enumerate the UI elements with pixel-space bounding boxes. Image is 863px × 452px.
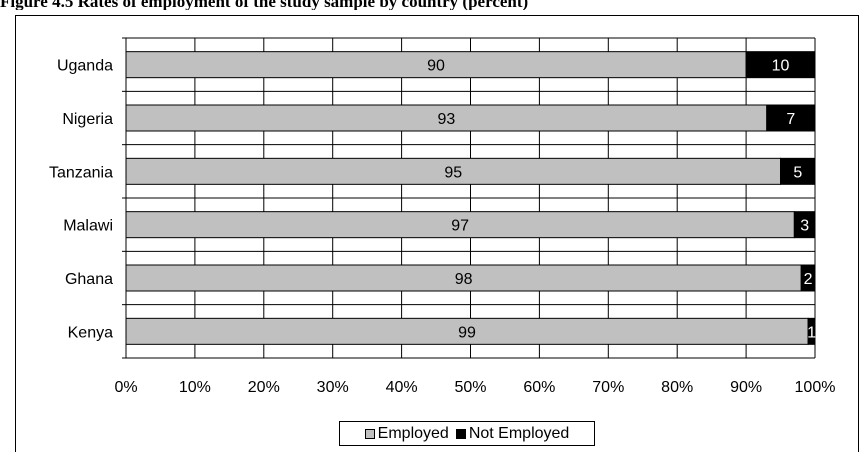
legend: Employed Not Employed bbox=[339, 421, 595, 446]
data-label-employed: 90 bbox=[427, 58, 445, 75]
bars bbox=[125, 51, 816, 345]
bar-employed bbox=[125, 157, 782, 185]
data-label-employed: 98 bbox=[455, 271, 473, 288]
bar-employed bbox=[125, 317, 809, 345]
data-label-employed: 97 bbox=[451, 218, 469, 235]
legend-item-employed: Employed bbox=[364, 424, 449, 443]
y-tick-label: Kenya bbox=[68, 324, 113, 341]
y-tick-label: Ghana bbox=[65, 271, 113, 288]
y-tick-label: Nigeria bbox=[62, 111, 113, 128]
chart-frame bbox=[15, 15, 859, 452]
bar-employed bbox=[125, 104, 768, 132]
data-labels: 90 10 93 7 95 5 97 3 98 2 99 1 bbox=[427, 58, 816, 342]
x-tick-label: 80% bbox=[661, 379, 693, 396]
x-tick-label: 20% bbox=[248, 379, 280, 396]
y-tick-label: Tanzania bbox=[49, 164, 113, 181]
bar-not-employed bbox=[807, 317, 816, 345]
bar-not-employed bbox=[745, 51, 816, 79]
x-tick-label: 0% bbox=[114, 379, 137, 396]
data-label-not-employed: 10 bbox=[772, 58, 790, 75]
figure-title: Figure 4.5 Rates of employment of the st… bbox=[0, 0, 529, 10]
x-tick-label: 40% bbox=[386, 379, 418, 396]
data-label-not-employed: 7 bbox=[786, 111, 795, 128]
legend-label-not-employed: Not Employed bbox=[468, 424, 570, 442]
data-label-not-employed: 1 bbox=[807, 324, 816, 341]
bar-employed bbox=[125, 264, 802, 292]
y-tick-label: Malawi bbox=[63, 218, 113, 235]
gridlines bbox=[126, 37, 816, 359]
legend-swatch-employed bbox=[364, 428, 375, 439]
x-tick-label: 60% bbox=[523, 379, 555, 396]
legend-swatch-not-employed bbox=[455, 428, 466, 439]
bar-not-employed bbox=[780, 157, 816, 185]
legend-label-employed: Employed bbox=[377, 424, 449, 442]
x-tick-label: 30% bbox=[317, 379, 349, 396]
data-label-employed: 93 bbox=[437, 111, 455, 128]
bar-not-employed bbox=[793, 211, 816, 239]
data-label-employed: 99 bbox=[458, 324, 476, 341]
y-tick-label: Uganda bbox=[57, 58, 113, 75]
data-label-not-employed: 3 bbox=[800, 218, 809, 235]
data-label-employed: 95 bbox=[444, 164, 462, 181]
x-tick-label: 100% bbox=[795, 379, 836, 396]
x-tick-label: 90% bbox=[730, 379, 762, 396]
bar-not-employed bbox=[766, 104, 816, 132]
bar-not-employed bbox=[800, 264, 816, 292]
x-tick-label: 10% bbox=[179, 379, 211, 396]
data-label-not-employed: 5 bbox=[793, 164, 802, 181]
x-tick-label: 70% bbox=[592, 379, 624, 396]
x-tick-label: 50% bbox=[454, 379, 486, 396]
axes: 0% 10% 20% 30% 40% 50% 60% 70% 80% 90% 100% Uganda N… bbox=[49, 37, 836, 396]
data-label-not-employed: 2 bbox=[804, 271, 813, 288]
legend-item-not-employed: Not Employed bbox=[455, 424, 570, 443]
